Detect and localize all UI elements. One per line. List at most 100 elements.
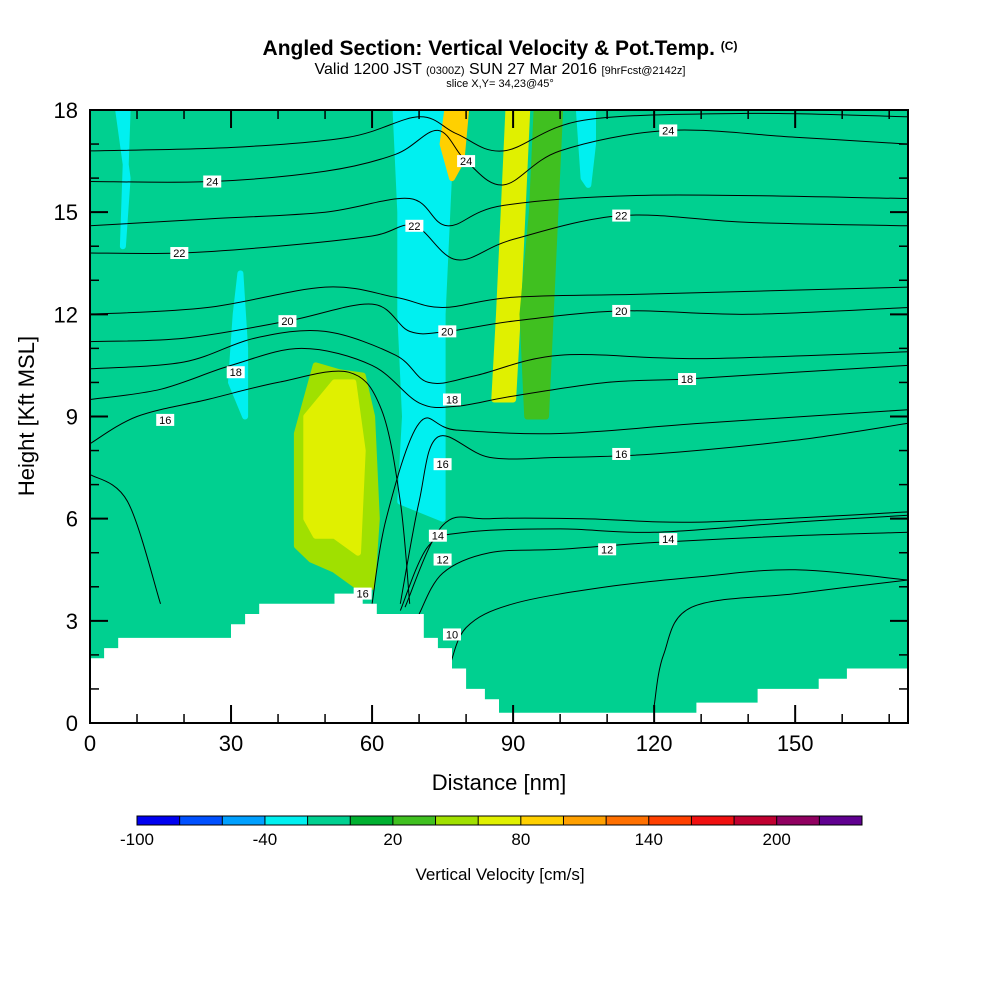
terrain <box>90 593 908 723</box>
label-box <box>203 175 222 188</box>
label-text: 20 <box>615 306 627 318</box>
x-tick-label: 30 <box>219 731 243 756</box>
label-text: 12 <box>601 544 613 556</box>
colorbar-swatch <box>520 816 564 825</box>
axis-ticks: 0 30 60 90 120 150 0 3 6 9 12 15 18 <box>54 98 908 756</box>
y-tick-label: 0 <box>66 711 78 736</box>
colorbar-label: -100 <box>120 830 154 849</box>
colorbar-label: 80 <box>511 830 530 849</box>
colorbar-swatch <box>264 816 309 825</box>
label-box <box>612 304 631 317</box>
label-text: 18 <box>446 394 458 406</box>
velocity-region <box>392 110 455 522</box>
theta-contour-label: 20 <box>278 315 297 328</box>
colorbar-swatch <box>563 816 607 825</box>
title-text: Angled Section: Vertical Velocity & Pot.… <box>262 37 715 60</box>
theta-contour-label: 12 <box>433 553 452 567</box>
colorbar-label: 140 <box>635 830 663 849</box>
theta-contour-label: 20 <box>438 325 457 338</box>
velocity-region <box>575 110 596 188</box>
theta-contour-line <box>371 409 908 604</box>
x-tick-label: 150 <box>777 731 814 756</box>
label-text: 22 <box>615 211 627 223</box>
x-tick-label: 90 <box>501 731 525 756</box>
theta-contour-label: 22 <box>405 219 424 233</box>
colorbar-swatch <box>137 816 181 825</box>
slice-info: slice X,Y= 34,23@45° <box>446 78 554 90</box>
label-box <box>612 209 631 222</box>
theta-contour-label: 24 <box>457 155 476 168</box>
label-text: 18 <box>681 374 693 386</box>
velocity-region <box>303 379 366 556</box>
y-tick-label: 15 <box>54 200 78 225</box>
colorbar-swatch <box>819 816 863 825</box>
label-box <box>156 413 175 426</box>
theta-contour-label: 18 <box>678 373 697 386</box>
label-text: 16 <box>436 459 448 471</box>
theta-contour-line <box>90 112 908 152</box>
theta-contour-line <box>399 422 908 604</box>
theta-contour-line <box>90 194 908 227</box>
theta-contour-label: 24 <box>203 175 222 189</box>
valid-time-utc: (0300Z) <box>426 65 465 77</box>
label-box <box>442 628 461 641</box>
label-text: 16 <box>357 589 369 601</box>
chart-title: Angled Section: Vertical Velocity & Pot.… <box>0 37 1000 61</box>
y-axis-title: Height [Kft MSL] <box>14 336 39 496</box>
colorbar-swatch <box>648 816 692 825</box>
plot-area: 10 12 12 14 14 16 16 16 16 18 18 18 20 20 20 22 22 22 24 24… <box>90 110 908 723</box>
label-text: 22 <box>408 221 420 233</box>
velocity-region <box>519 110 564 420</box>
colorbar-label: -40 <box>253 830 278 849</box>
colorbar-frame <box>136 815 863 826</box>
label-box <box>428 529 447 542</box>
colorbar-swatch <box>307 816 351 825</box>
theta-contour-line <box>90 286 908 315</box>
theta-contour-label: 14 <box>659 533 678 546</box>
colorbar-label: 200 <box>763 830 791 849</box>
label-box <box>170 247 189 260</box>
forecast-info: [9hrFcst@2142z] <box>601 65 686 77</box>
colorbar-swatch <box>776 816 820 825</box>
colorbar: -100 -40 20 80 140 200 <box>120 815 863 849</box>
label-box <box>612 447 631 460</box>
colorbar-swatch <box>392 816 437 825</box>
colorbar-swatch <box>691 816 735 825</box>
plot-background <box>90 110 908 723</box>
terrain-mask <box>90 593 908 723</box>
x-tick-label: 120 <box>636 731 673 756</box>
colorbar-swatch <box>179 816 223 825</box>
theta-contour-label: 16 <box>156 413 175 427</box>
label-box <box>405 219 424 232</box>
theta-contour-line <box>90 214 908 261</box>
label-text: 16 <box>615 449 627 461</box>
theta-contour-line <box>653 579 908 707</box>
velocity-region <box>228 270 249 420</box>
label-text: 22 <box>173 248 185 260</box>
label-text: 16 <box>159 415 171 427</box>
theta-contour-label: 22 <box>612 209 631 223</box>
theta-contour-line <box>90 330 908 384</box>
velocity-region <box>115 110 131 250</box>
label-text: 10 <box>446 629 458 641</box>
theta-contour-label: 12 <box>598 543 617 556</box>
colorbar-swatch <box>222 816 266 825</box>
label-text: 20 <box>441 326 453 338</box>
label-text: 14 <box>432 531 444 543</box>
theta-contour-line <box>418 531 908 615</box>
theta-contour-label: 18 <box>226 366 245 379</box>
label-box <box>659 533 678 546</box>
x-tick-label: 0 <box>84 731 96 756</box>
title-unit: (C) <box>720 39 738 53</box>
y-tick-label: 18 <box>54 98 78 123</box>
colorbar-swatch <box>478 816 522 825</box>
x-tick-label: 60 <box>360 731 384 756</box>
label-box <box>457 155 476 168</box>
colorbar-title: Vertical Velocity [cm/s] <box>415 865 584 884</box>
theta-contour-label: 24 <box>659 124 678 137</box>
label-box <box>433 458 452 471</box>
theta-contour-label: 22 <box>170 247 189 260</box>
label-box <box>438 325 457 338</box>
label-box <box>678 373 697 386</box>
